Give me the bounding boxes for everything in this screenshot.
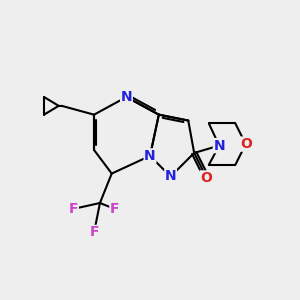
Text: N: N xyxy=(213,139,225,153)
Text: N: N xyxy=(121,90,132,104)
Text: O: O xyxy=(200,171,212,185)
Text: N: N xyxy=(144,149,156,163)
Text: O: O xyxy=(240,137,252,151)
Text: N: N xyxy=(165,169,176,184)
Text: F: F xyxy=(89,225,99,239)
Text: F: F xyxy=(110,202,119,216)
Text: F: F xyxy=(69,202,78,216)
